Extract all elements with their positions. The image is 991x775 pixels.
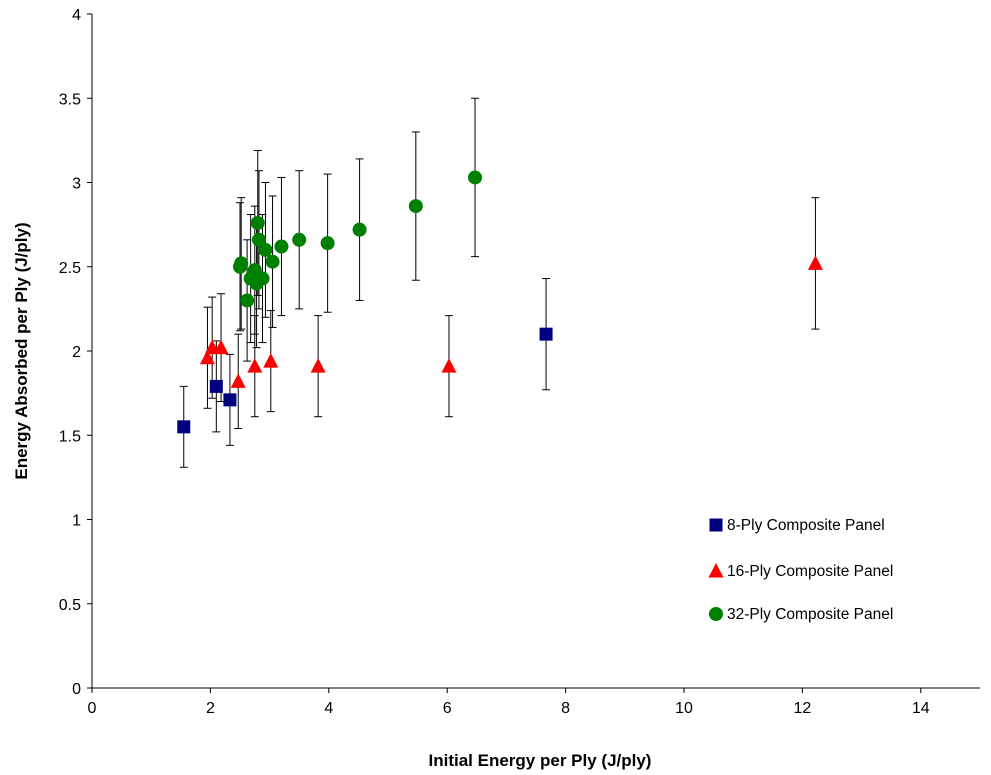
x-tick-label: 12 [794, 700, 812, 717]
y-tick-label: 4 [72, 7, 81, 24]
data-point [468, 170, 483, 185]
data-point [209, 379, 223, 393]
legend-marker [709, 518, 723, 532]
data-point [199, 349, 215, 365]
data-point [240, 293, 255, 308]
y-tick-label: 2.5 [59, 260, 81, 277]
x-tick-label: 2 [206, 700, 215, 717]
x-axis: 0 2 4 6 8 10 12 14 [88, 687, 980, 717]
x-tick-label: 8 [561, 700, 570, 717]
data-point [263, 353, 279, 368]
data-point [177, 420, 191, 434]
data-point [247, 358, 263, 373]
x-axis-title: Initial Energy per Ply (J/ply) [429, 751, 652, 770]
data-point [274, 239, 289, 254]
x-tick-label: 10 [675, 700, 693, 717]
data-point [352, 222, 367, 237]
data-point [251, 232, 266, 247]
y-tick-label: 1.5 [59, 428, 81, 445]
legend: 8-Ply Composite Panel 16-Ply Composite Pa… [708, 517, 893, 623]
y-tick-label: 3 [72, 176, 81, 193]
data-point [310, 358, 326, 373]
data-point [258, 242, 273, 257]
y-tick-label: 2 [72, 344, 81, 361]
data-point [213, 339, 229, 355]
legend-label: 16-Ply Composite Panel [727, 563, 893, 580]
y-tick-label: 0.5 [59, 597, 81, 614]
data-point [441, 358, 457, 373]
x-tick-label: 0 [88, 700, 97, 717]
x-tick-label: 6 [443, 700, 452, 717]
data-point [320, 236, 335, 251]
plot-area [177, 97, 823, 468]
legend-label: 8-Ply Composite Panel [727, 517, 885, 534]
x-tick-label: 14 [912, 700, 930, 717]
data-point [255, 271, 270, 286]
legend-marker [708, 563, 724, 578]
y-axis-title: Energy Absorbed per Ply (J/ply) [12, 222, 31, 479]
legend-label: 32-Ply Composite Panel [727, 606, 893, 623]
y-tick-label: 3.5 [59, 91, 81, 108]
y-tick-label: 1 [72, 513, 81, 530]
data-point [292, 232, 307, 247]
data-point [408, 199, 423, 214]
y-tick-label: 0 [72, 681, 81, 698]
data-point [223, 393, 237, 407]
legend-marker [709, 607, 723, 621]
data-point [234, 256, 249, 271]
data-point [230, 373, 246, 388]
y-axis: 0 0.5 1 1.5 2 2.5 3 3.5 4 [59, 7, 93, 698]
data-point [250, 215, 265, 230]
data-point [265, 254, 280, 269]
data-point [539, 327, 553, 341]
x-tick-label: 4 [324, 700, 333, 717]
data-point [807, 255, 823, 270]
